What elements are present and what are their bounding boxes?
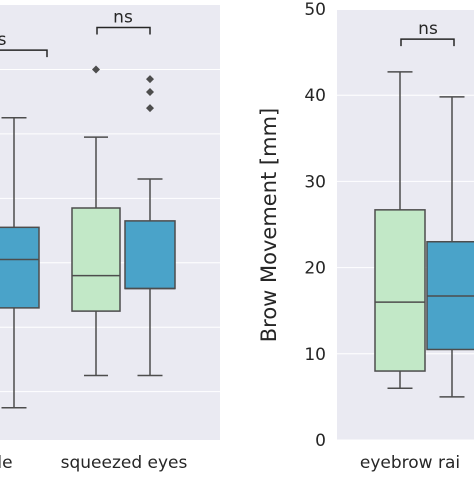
right-panel: ns 0 10 20 30 40 50 eyebrow rai Brow Movement…	[257, 0, 474, 473]
outlier-point	[146, 88, 154, 96]
x-tick-label: eyebrow rai	[360, 453, 460, 473]
box-squeezed-eyes-blue	[124, 75, 176, 377]
left-panel: s ns le squeezed eyes	[0, 5, 220, 473]
outlier-point	[146, 75, 154, 84]
y-tick-label: 20	[304, 259, 326, 279]
significance-bracket: ns	[96, 8, 151, 35]
right-y-axis-label: Brow Movement [mm]	[257, 108, 281, 343]
left-annotations: s ns	[0, 8, 151, 58]
left-boxes	[0, 65, 176, 409]
box-squeezed-eyes-green	[71, 65, 121, 377]
y-tick-label: 50	[304, 0, 326, 20]
iqr-box	[0, 226, 40, 309]
significance-bracket: ns	[400, 19, 455, 47]
iqr-box	[374, 209, 426, 372]
bracket-line	[400, 38, 455, 47]
y-tick-label: 10	[304, 345, 326, 365]
right-boxes	[374, 71, 474, 398]
y-tick-label: 40	[304, 86, 326, 106]
bracket-line	[0, 49, 48, 58]
outlier-point	[92, 65, 100, 74]
significance-bracket: s	[0, 30, 48, 58]
significance-label: s	[0, 30, 7, 50]
y-tick-label: 30	[304, 172, 326, 192]
y-tick-label: 0	[315, 431, 326, 451]
right-y-tick-labels: 0 10 20 30 40 50	[304, 0, 326, 451]
iqr-box	[71, 207, 121, 312]
right-annotations: ns	[400, 19, 455, 47]
right-x-tick-labels: eyebrow rai	[360, 453, 460, 473]
outlier-point	[146, 104, 154, 113]
box-eyebrow-rai-green	[374, 71, 426, 390]
significance-label: ns	[418, 19, 438, 39]
bracket-line	[96, 26, 151, 35]
box-le-blue	[0, 117, 40, 409]
box-eyebrow-rai-blue	[426, 96, 474, 398]
iqr-box	[124, 220, 176, 290]
significance-label: ns	[113, 8, 133, 28]
left-x-tick-labels: le squeezed eyes	[0, 453, 188, 473]
x-tick-label: squeezed eyes	[61, 453, 188, 473]
x-tick-label: le	[0, 453, 13, 473]
